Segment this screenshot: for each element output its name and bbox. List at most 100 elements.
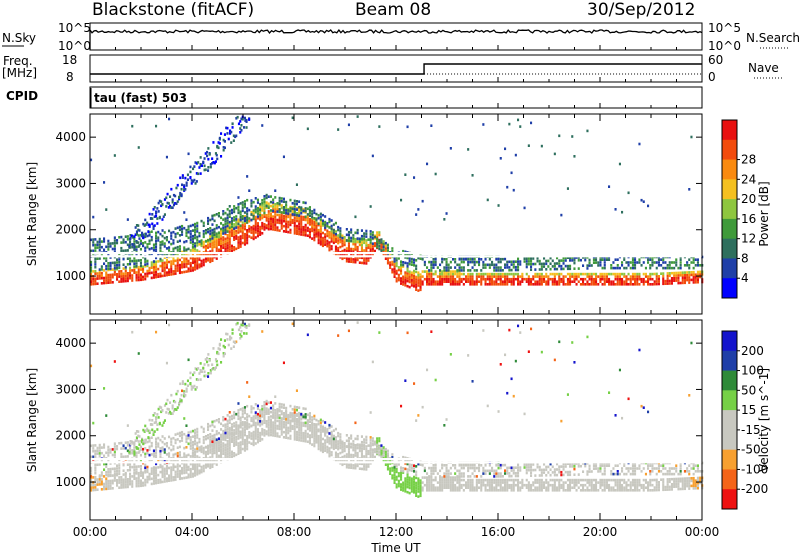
data-cell xyxy=(233,238,236,241)
data-cell xyxy=(163,442,166,446)
data-cell xyxy=(116,239,119,242)
data-cell xyxy=(651,264,654,267)
data-cell xyxy=(194,263,197,266)
data-cell xyxy=(207,462,210,466)
data-cell xyxy=(471,280,474,283)
data-cell xyxy=(337,228,340,232)
data-cell xyxy=(246,437,249,441)
data-cell xyxy=(98,478,101,481)
data-cell xyxy=(506,272,509,276)
freq-tick-bottom: 8 xyxy=(66,70,74,84)
data-cell xyxy=(471,483,474,487)
data-cell xyxy=(692,276,695,279)
data-cell xyxy=(473,489,476,492)
data-cell xyxy=(291,413,294,417)
data-cell xyxy=(677,281,680,285)
data-cell xyxy=(178,431,181,435)
data-cell xyxy=(330,433,333,437)
data-cell xyxy=(248,225,251,228)
data-cell xyxy=(512,283,515,286)
data-cell xyxy=(248,425,251,429)
data-cell xyxy=(302,228,305,232)
data-cell xyxy=(170,448,173,452)
data-cell xyxy=(421,283,424,286)
data-cell xyxy=(313,208,316,212)
data-cell xyxy=(134,233,137,236)
data-cell xyxy=(217,248,220,252)
data-cell xyxy=(135,471,138,474)
data-cell xyxy=(551,272,554,276)
data-cell xyxy=(328,452,331,455)
data-cell xyxy=(543,277,546,281)
data-cell xyxy=(194,182,197,185)
data-cell xyxy=(445,272,448,276)
data-cell xyxy=(404,484,407,488)
data-cell xyxy=(592,280,595,283)
data-cell xyxy=(276,419,279,423)
data-cell xyxy=(135,454,138,457)
data-cell xyxy=(94,280,97,283)
data-cell xyxy=(556,283,559,286)
data-cell xyxy=(326,232,329,235)
data-cell xyxy=(152,449,155,453)
data-cell xyxy=(653,261,656,264)
data-cell xyxy=(239,433,242,437)
data-cell xyxy=(332,236,335,239)
data-cell xyxy=(666,277,669,280)
data-cell xyxy=(363,259,366,262)
data-cell xyxy=(573,155,576,158)
data-cell xyxy=(252,235,255,238)
data-cell xyxy=(380,455,383,458)
data-cell xyxy=(415,213,418,216)
data-cell xyxy=(282,425,285,429)
data-cell xyxy=(627,272,630,276)
data-cell xyxy=(105,451,108,455)
data-cell xyxy=(224,228,227,232)
data-cell xyxy=(566,280,569,283)
data-cell xyxy=(358,256,361,259)
data-cell xyxy=(204,152,207,155)
data-cell xyxy=(217,233,220,236)
data-cell xyxy=(241,412,244,416)
data-cell xyxy=(556,272,559,276)
data-cell xyxy=(191,246,194,249)
data-cell xyxy=(306,226,309,230)
data-cell xyxy=(148,445,151,449)
data-cell xyxy=(282,214,285,218)
data-cell xyxy=(92,238,95,241)
data-cell xyxy=(176,472,179,476)
data-cell xyxy=(510,283,513,286)
data-cell xyxy=(668,261,671,264)
data-cell xyxy=(360,449,363,453)
data-cell xyxy=(226,219,229,222)
data-cell xyxy=(347,239,350,242)
data-cell xyxy=(421,258,424,261)
data-cell xyxy=(226,224,229,228)
data-cell xyxy=(447,277,450,281)
data-cell xyxy=(376,451,379,455)
data-cell xyxy=(395,478,398,481)
data-cell xyxy=(330,240,333,243)
data-cell xyxy=(246,445,249,448)
data-cell xyxy=(243,202,246,206)
data-cell xyxy=(445,263,448,267)
data-cell xyxy=(274,434,277,438)
data-cell xyxy=(530,277,533,281)
data-cell xyxy=(137,484,140,488)
data-cell xyxy=(235,440,238,444)
data-cell xyxy=(295,438,298,441)
data-cell xyxy=(287,220,290,224)
data-cell xyxy=(356,228,359,232)
data-cell xyxy=(274,220,277,224)
data-cell xyxy=(360,229,363,232)
data-cell xyxy=(165,205,168,208)
data-cell xyxy=(402,481,405,485)
data-cell xyxy=(197,161,200,164)
data-cell xyxy=(139,268,142,271)
data-cell xyxy=(610,266,613,270)
data-cell xyxy=(276,202,279,205)
data-cell xyxy=(380,243,383,246)
data-cell xyxy=(324,238,327,241)
data-cell xyxy=(131,274,134,277)
data-cell xyxy=(493,263,496,267)
